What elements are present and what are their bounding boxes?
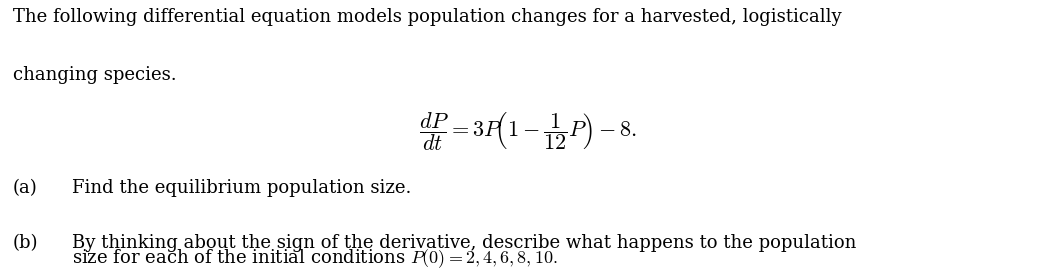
Text: changing species.: changing species. [13,66,176,84]
Text: (b): (b) [13,234,38,252]
Text: $\dfrac{dP}{dt} = 3P\!\left(1 - \dfrac{1}{12}P\right) - 8.$: $\dfrac{dP}{dt} = 3P\!\left(1 - \dfrac{1… [419,110,637,153]
Text: size for each of the initial conditions $P(0) = 2, 4, 6, 8, 10.$: size for each of the initial conditions … [72,247,558,270]
Text: Find the equilibrium population size.: Find the equilibrium population size. [72,179,411,197]
Text: By thinking about the sign of the derivative, describe what happens to the popul: By thinking about the sign of the deriva… [72,234,856,252]
Text: The following differential equation models population changes for a harvested, l: The following differential equation mode… [13,8,842,26]
Text: (a): (a) [13,179,37,197]
